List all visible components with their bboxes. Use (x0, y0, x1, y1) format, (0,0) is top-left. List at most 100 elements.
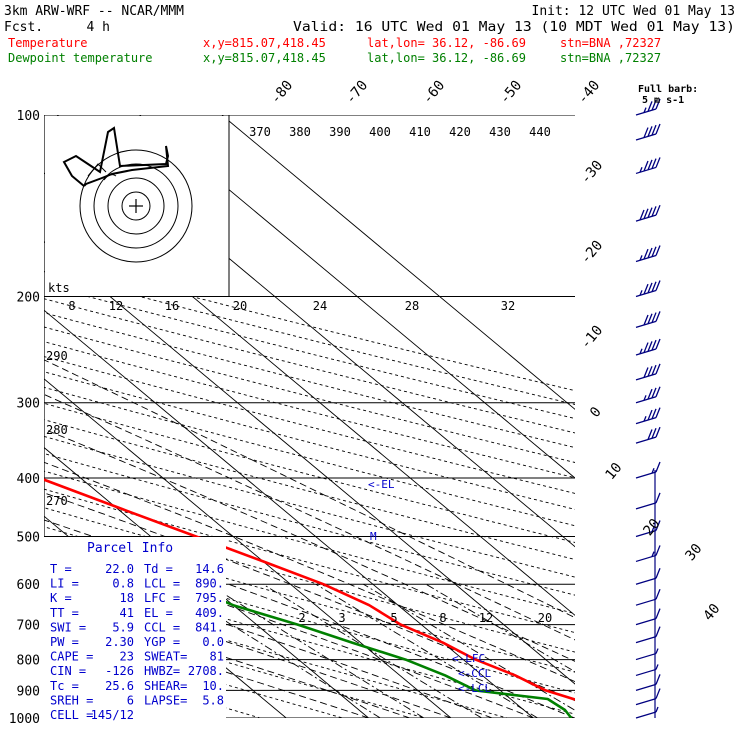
wind-barb (635, 492, 661, 510)
parcel-info-value: 409. (195, 606, 224, 620)
parcel-info-value: 18 (120, 591, 134, 605)
isotherm-label: -30 (578, 158, 607, 188)
wind-barb (635, 363, 661, 381)
m-marker: M (370, 530, 377, 543)
dry-adiabat (44, 488, 575, 634)
legend-temperature-xy: x,y=815.07,418.45 (203, 36, 326, 50)
parcel-info-value: -126 (105, 664, 134, 678)
legend-dewpoint-xy: x,y=815.07,418.45 (203, 51, 326, 65)
level-markers: <-LFC <-CCL <-LCL <-EL M (368, 478, 491, 695)
isotherm-label: -50 (497, 78, 526, 108)
hodograph-arc (103, 174, 117, 181)
parcel-info-rows: T = 22.0 Td = 14.6 LI = 0.8 LCL = 890. K = 18 LFC … (50, 562, 224, 722)
parcel-info-value: 841. (195, 620, 224, 634)
wind-barb (635, 338, 661, 356)
parcel-info-value: SWI = (50, 620, 86, 634)
wind-barb (635, 123, 661, 141)
wind-barb (635, 426, 661, 444)
isotherm-line (221, 115, 575, 410)
temperature-profile-point (121, 508, 123, 510)
isotherm-label: -60 (420, 78, 449, 108)
wind-barb (635, 311, 661, 328)
isotherm-label: 40 (700, 601, 723, 624)
theta-label: 410 (409, 125, 431, 139)
pressure-tick-label: 1000 (9, 712, 40, 727)
parcel-info-value: 14.6 (195, 562, 224, 576)
el-marker: <-EL (368, 478, 395, 491)
theta-label: 400 (369, 125, 391, 139)
dewpoint-profile-point (546, 698, 549, 700)
wind-barb (635, 245, 661, 263)
mixing-ratio-line (208, 583, 425, 718)
isotherm-line (44, 240, 575, 685)
parcel-info-value: CCL = (144, 620, 180, 634)
temperature-profile-point (368, 604, 371, 606)
parcel-info-value: LFC = (144, 591, 180, 605)
temperature-profile-point (442, 641, 444, 644)
parcel-info-value: 145/12 (91, 708, 134, 722)
parcel-info-value: 2.30 (105, 635, 134, 649)
theta-label: 390 (329, 125, 351, 139)
moist-adiabat (44, 582, 452, 718)
parcel-info-value: LI = (50, 577, 79, 591)
isotherm-label: -80 (268, 78, 297, 108)
parcel-info-value: TT = (50, 606, 79, 620)
parcel-info-value: 23 (120, 650, 134, 664)
pressure-tick-label: 500 (17, 530, 40, 545)
wind-barb (635, 588, 661, 606)
parcel-info-value: SWEAT= (144, 650, 187, 664)
isotherm-label: -10 (578, 323, 607, 353)
parcel-info-value: Tc = (50, 679, 79, 693)
isotherm-label: 20 (640, 516, 663, 539)
model-title: 3km ARW-WRF -- NCAR/MMM (4, 4, 184, 19)
parcel-info-value: 2708. (188, 664, 224, 678)
wind-barb (635, 567, 661, 585)
wind-key: Full barb: 5 m s-1 (638, 84, 698, 106)
hodograph-speed-label: 28 (405, 299, 419, 313)
dewpoint-profile-point (351, 641, 354, 644)
parcel-info-value: 0.8 (112, 577, 134, 591)
pressure-tick-label: 100 (17, 109, 40, 124)
wind-barb (635, 407, 661, 425)
parcel-info-value: 41 (120, 606, 134, 620)
theta-label: 380 (289, 125, 311, 139)
isotherm-line (44, 446, 369, 718)
moist-adiabat (44, 519, 575, 718)
pressure-tick-label: 600 (17, 578, 40, 593)
parcel-info-value: 22.0 (105, 562, 134, 576)
dewpoint-profile (44, 552, 573, 718)
wind-barb (635, 157, 661, 175)
parcel-info-value: CAPE = (50, 650, 93, 664)
legend-dewpoint-stn: stn=BNA ,72327 (560, 51, 661, 65)
parcel-info-value: K = (50, 591, 72, 605)
pressure-tick-label: 800 (17, 654, 40, 669)
temperature-profile-point (262, 560, 264, 563)
wind-key-line1: Full barb: (638, 84, 698, 95)
dewpoint-profile-point (444, 674, 447, 677)
fcst-value: 4 h (87, 20, 110, 35)
mixing-ratio-line (262, 583, 482, 718)
wind-barb (635, 545, 661, 563)
pressure-tick-label: 900 (17, 684, 40, 699)
temperature-profile-point (591, 704, 593, 706)
dewpoint-profile-point (14, 477, 16, 479)
ccl-marker: <-CCL (458, 667, 491, 680)
isotherm-label: -40 (575, 78, 604, 108)
hodograph-speed-label: 32 (501, 299, 515, 313)
hodograph (45, 115, 230, 296)
parcel-info-value: LAPSE= (144, 693, 187, 707)
parcel-info-value: LCL = (144, 577, 180, 591)
side-theta-label: 290 (46, 349, 68, 363)
temperature-profile-point (544, 689, 547, 692)
parcel-info-value: CIN = (50, 664, 86, 678)
mixing-ratio-label: 5 (390, 611, 397, 625)
theta-label: 430 (489, 125, 511, 139)
init-time: Init: 12 UTC Wed 01 May 13 (532, 4, 736, 19)
isotherm-label: 10 (602, 460, 625, 483)
pressure-tick-label: 300 (17, 397, 40, 412)
wind-barb (635, 688, 661, 706)
isotherm-line (139, 115, 575, 479)
theta-label: 440 (529, 125, 551, 139)
wind-barb (635, 706, 659, 719)
